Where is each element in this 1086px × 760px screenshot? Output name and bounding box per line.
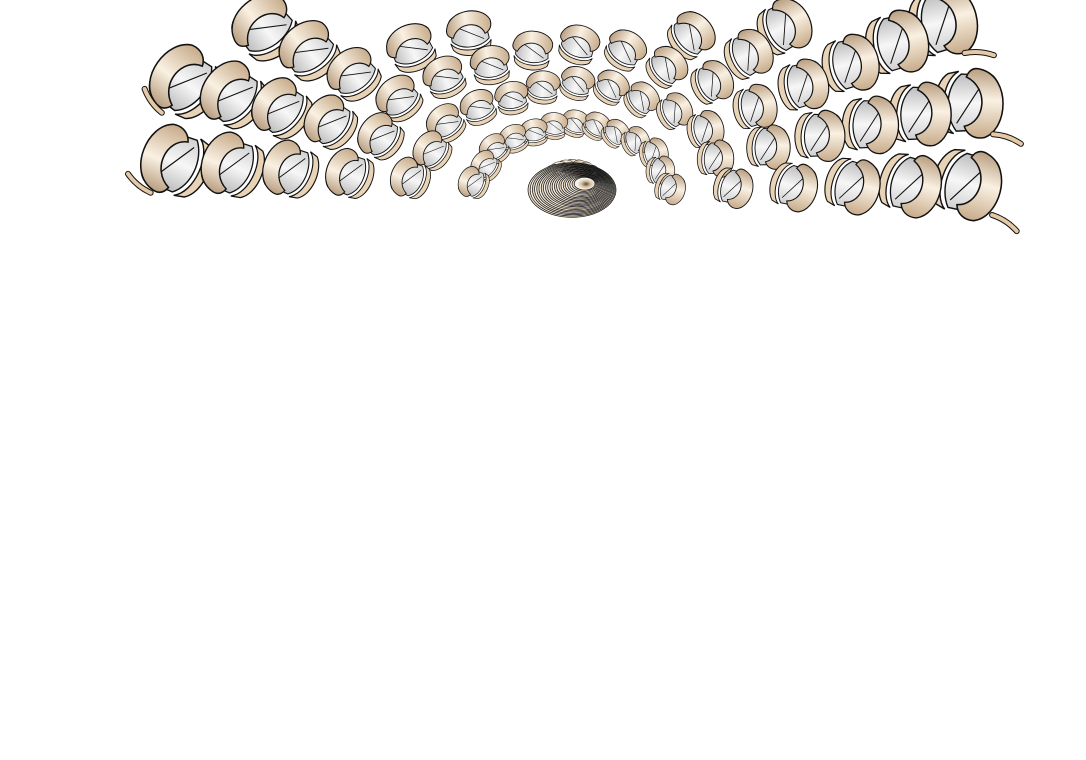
helix-turn: [934, 67, 1004, 139]
helix-array: [125, 0, 1024, 235]
helix-turn: [907, 0, 979, 57]
helix-turn: [686, 109, 725, 148]
helix-turn: [251, 77, 313, 140]
helix-turn: [303, 94, 358, 150]
helix-turn: [712, 167, 754, 210]
helix-turn: [656, 92, 694, 131]
helix-turn: [512, 30, 554, 71]
helix-turn: [623, 81, 661, 119]
helix-turn: [325, 147, 375, 199]
helix-turn: [445, 10, 492, 56]
helix-turn: [794, 109, 846, 162]
helix-turn: [459, 89, 498, 126]
helix-turn: [390, 156, 431, 200]
helix-turn: [732, 83, 778, 129]
helix-turn: [469, 45, 510, 86]
helix-turn: [494, 81, 529, 116]
helix-turn: [262, 139, 320, 199]
helix-turn: [746, 124, 791, 170]
helix-turn: [654, 173, 686, 206]
helix-turn: [422, 55, 467, 100]
helix-turn: [525, 70, 561, 105]
helix-turn: [457, 166, 490, 199]
helix-turn: [824, 157, 881, 216]
helix-turn: [386, 23, 437, 73]
helix-turn: [499, 124, 529, 154]
helix-turn: [558, 24, 601, 66]
helix-turn: [140, 123, 212, 198]
helix-turn: [723, 29, 774, 80]
helix-turn: [592, 69, 630, 106]
helix-turn: [357, 112, 405, 161]
helix-turn: [375, 74, 424, 123]
helix-turn: [777, 58, 830, 111]
helix-turn: [690, 60, 735, 105]
helix-turn: [667, 11, 716, 61]
helix-turn: [200, 131, 265, 199]
helix-turn: [841, 95, 900, 155]
helix-turn: [931, 148, 1003, 222]
helix-turn: [878, 153, 943, 219]
helix-turn: [412, 130, 453, 171]
central-coil: [527, 162, 617, 218]
helix-turn: [645, 45, 689, 89]
helix-turn: [603, 29, 647, 72]
helix-turn: [559, 66, 596, 101]
helix-turn: [326, 47, 382, 102]
helix-turn: [696, 139, 735, 178]
helix-turn: [769, 162, 819, 213]
helix-turn: [519, 118, 548, 147]
